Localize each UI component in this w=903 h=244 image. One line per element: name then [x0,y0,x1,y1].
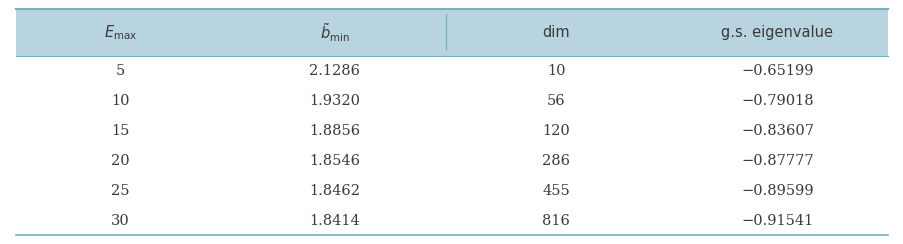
Text: $\mathit{E}_{\rm max}$: $\mathit{E}_{\rm max}$ [104,23,136,42]
Text: −0.87777: −0.87777 [740,154,813,168]
Text: 1.8546: 1.8546 [309,154,360,168]
Text: 1.8414: 1.8414 [309,214,360,227]
Text: 20: 20 [111,154,129,168]
Text: $\tilde{\mathit{b}}_{\rm min}$: $\tilde{\mathit{b}}_{\rm min}$ [320,21,349,44]
Text: −0.89599: −0.89599 [740,184,813,198]
Text: 455: 455 [542,184,570,198]
Text: 10: 10 [546,64,565,78]
Text: 5: 5 [116,64,125,78]
Text: −0.79018: −0.79018 [740,94,813,108]
Text: 1.8462: 1.8462 [309,184,360,198]
Bar [16,56,887,86]
Text: dim: dim [542,25,570,40]
Bar [16,116,887,146]
Text: −0.65199: −0.65199 [740,64,813,78]
Text: 15: 15 [111,124,129,138]
Text: −0.91541: −0.91541 [740,214,813,227]
Bar [16,86,887,116]
Text: −0.83607: −0.83607 [740,124,813,138]
Text: 30: 30 [111,214,129,227]
Bar [16,205,887,235]
Bar [16,176,887,205]
Text: 2.1286: 2.1286 [309,64,360,78]
Text: 56: 56 [546,94,565,108]
Bar [16,9,887,56]
Text: 120: 120 [542,124,570,138]
Text: 1.8856: 1.8856 [309,124,360,138]
Text: g.s. eigenvalue: g.s. eigenvalue [721,25,833,40]
Text: 816: 816 [542,214,570,227]
Text: 286: 286 [542,154,570,168]
Text: 25: 25 [111,184,129,198]
Text: 10: 10 [111,94,129,108]
Bar [16,146,887,176]
Text: 1.9320: 1.9320 [309,94,360,108]
